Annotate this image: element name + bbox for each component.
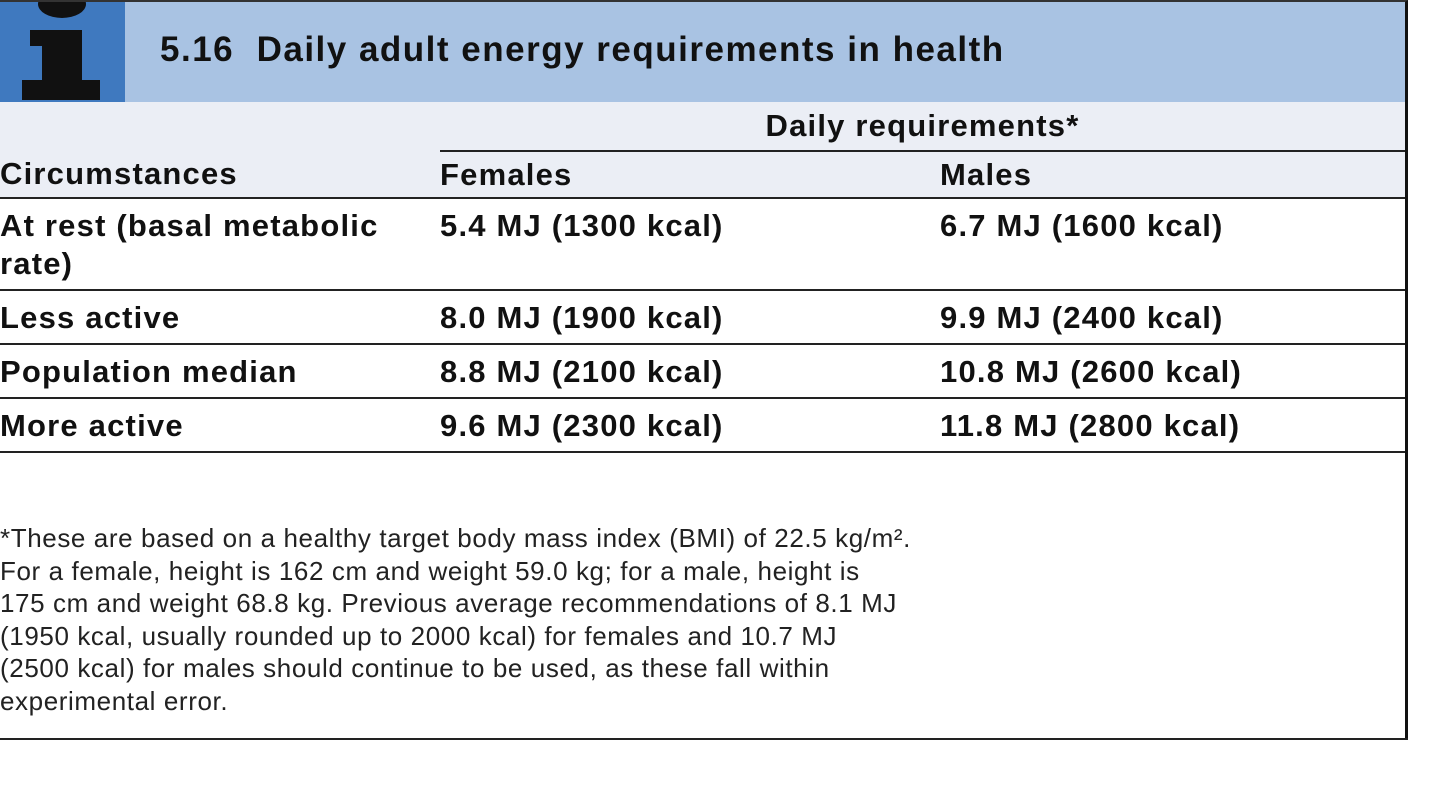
table: Daily requirements* Circumstances Females… bbox=[0, 102, 1405, 453]
cell: 10.8 MJ (2600 kcal) bbox=[940, 354, 1242, 389]
row-label: Population median bbox=[0, 354, 298, 389]
icon-dot bbox=[38, 2, 86, 18]
row-label: Less active bbox=[0, 300, 181, 335]
footnote-line: 175 cm and weight 68.8 kg. Previous aver… bbox=[0, 588, 897, 618]
footnote-line: For a female, height is 162 cm and weigh… bbox=[0, 555, 860, 586]
title-bar: 5.16 Daily adult energy requirements in … bbox=[0, 2, 1405, 102]
empty-cell bbox=[0, 102, 440, 151]
row-label: At rest (basal metabolic rate) bbox=[0, 208, 379, 281]
table-body: At rest (basal metabolic rate) 5.4 MJ (13… bbox=[0, 198, 1405, 452]
table-box: 5.16 Daily adult energy requirements in … bbox=[0, 0, 1408, 740]
icon-stem bbox=[22, 30, 100, 100]
column-header: Males bbox=[940, 150, 1405, 198]
cell: 11.8 MJ (2800 kcal) bbox=[940, 408, 1241, 443]
column-header: Females bbox=[440, 150, 940, 198]
title-number: 5.16 bbox=[160, 30, 235, 69]
cell: 8.0 MJ (1900 kcal) bbox=[440, 300, 724, 335]
table-row: More active 9.6 MJ (2300 kcal) 11.8 MJ (28… bbox=[0, 398, 1405, 452]
table-row: At rest (basal metabolic rate) 5.4 MJ (13… bbox=[0, 198, 1405, 290]
footnote-line: experimental error. bbox=[0, 685, 229, 716]
group-header: Daily requirements* bbox=[765, 108, 1080, 143]
footnote: *These are based on a healthy target bod… bbox=[0, 522, 911, 717]
cell: 9.9 MJ (2400 kcal) bbox=[940, 300, 1224, 335]
cell: 6.7 MJ (1600 kcal) bbox=[940, 208, 1224, 243]
cell: 9.6 MJ (2300 kcal) bbox=[440, 408, 724, 443]
group-header-row: Daily requirements* bbox=[0, 102, 1405, 151]
footnote-line: (2500 kcal) for males should continue to… bbox=[0, 653, 830, 683]
title: 5.16 Daily adult energy requirements in … bbox=[160, 30, 1005, 70]
cell: 5.4 MJ (1300 kcal) bbox=[440, 208, 724, 243]
column-header-row: Circumstances Females Males bbox=[0, 150, 1405, 198]
row-label: More active bbox=[0, 408, 184, 443]
title-text: Daily adult energy requirements in healt… bbox=[256, 30, 1005, 69]
column-header: Circumstances bbox=[0, 156, 238, 191]
table-row: Less active 8.0 MJ (1900 kcal) 9.9 MJ (240… bbox=[0, 290, 1405, 344]
info-icon bbox=[0, 2, 125, 102]
bottom-rule bbox=[0, 738, 1408, 740]
footnote-line: (1950 kcal, usually rounded up to 2000 k… bbox=[0, 620, 838, 651]
cell: 8.8 MJ (2100 kcal) bbox=[440, 354, 724, 389]
footnote-line: *These are based on a healthy target bod… bbox=[0, 523, 911, 553]
table-row: Population median 8.8 MJ (2100 kcal) 10.8 … bbox=[0, 344, 1405, 398]
